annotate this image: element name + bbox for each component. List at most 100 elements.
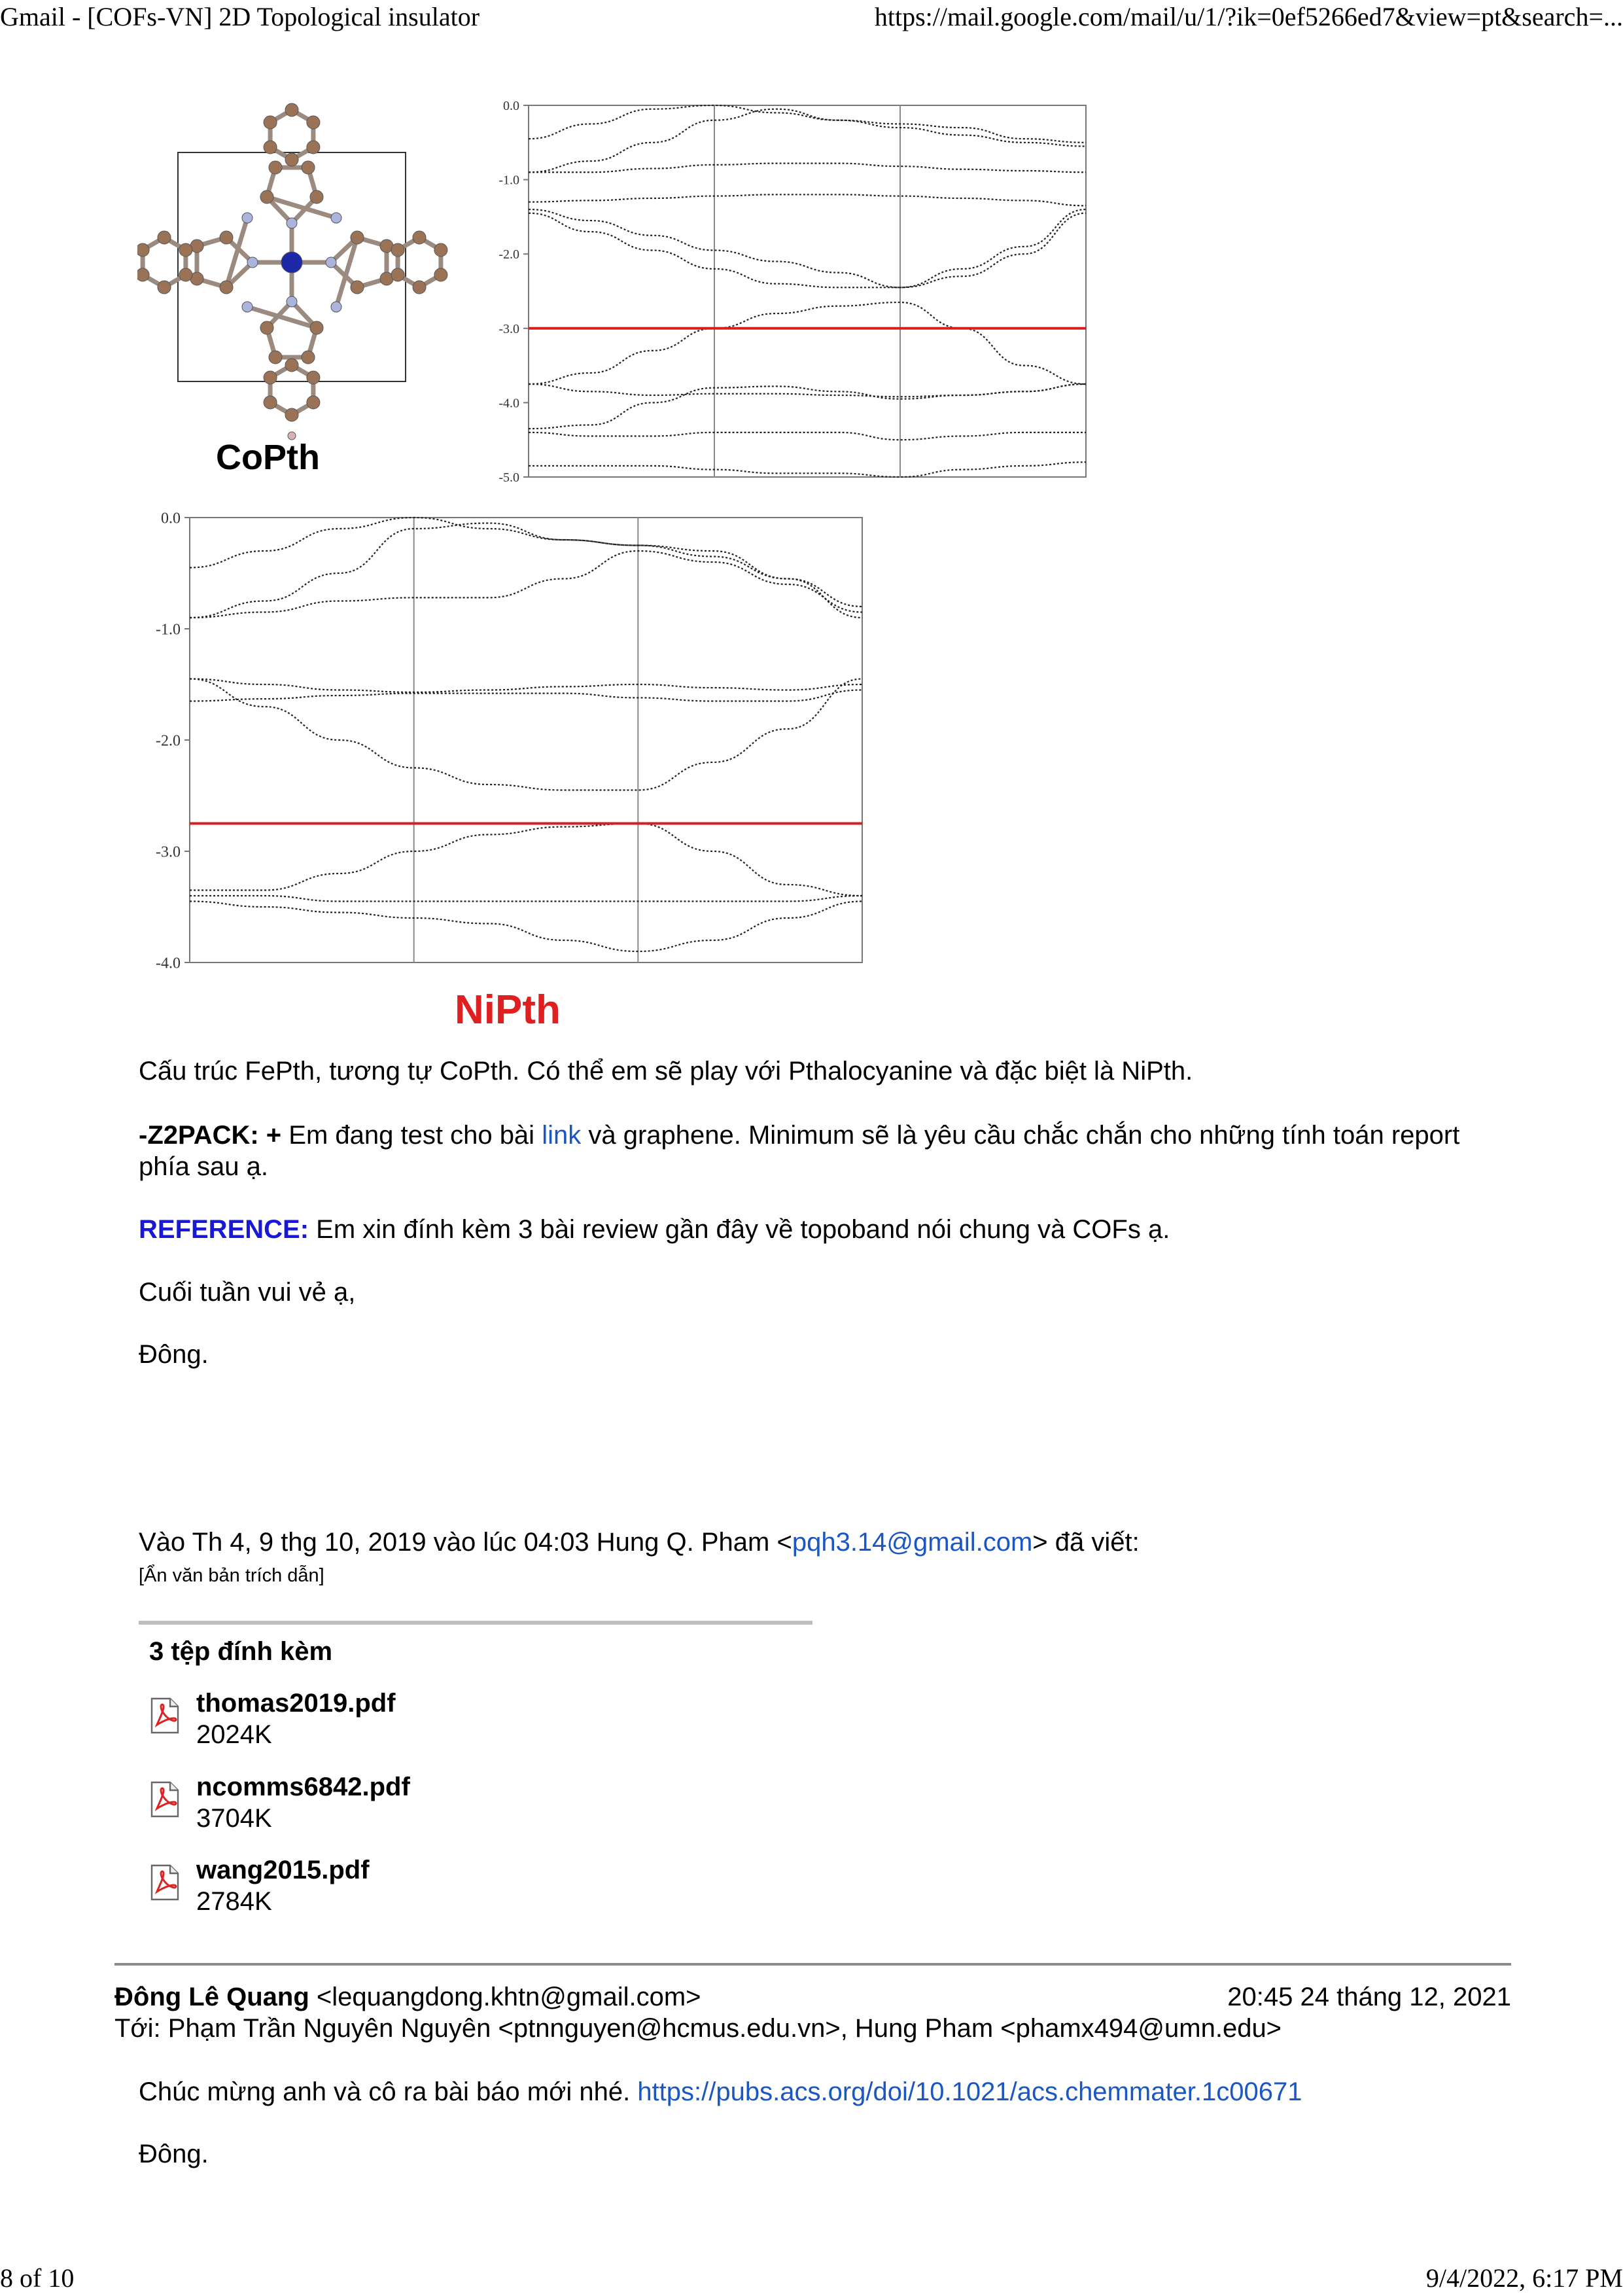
atom (330, 301, 342, 313)
atom (179, 243, 193, 257)
atom (285, 358, 299, 372)
z2pack-link[interactable]: link (542, 1121, 582, 1150)
bond (266, 194, 338, 221)
atom (241, 301, 253, 313)
print-header-title: Gmail - [COFs-VN] 2D Topological insulat… (0, 2, 480, 31)
atom (306, 370, 321, 385)
paragraph-structure: Cấu trúc FePth, tương tự CoPth. Có thể e… (139, 1057, 1193, 1086)
bond (334, 236, 360, 308)
atom (260, 321, 274, 335)
closing-line: Cuối tuần vui vẻ ạ, (139, 1278, 356, 1307)
y-tick-label: -1.0 (498, 173, 519, 188)
y-tick-label: -5.0 (498, 470, 519, 485)
attachment-name[interactable]: wang2015.pdf (196, 1856, 370, 1884)
signature: Đông. (139, 1340, 209, 1369)
plot-frame (528, 105, 1087, 478)
band-line (189, 550, 863, 619)
atom (306, 395, 321, 410)
y-tick-label: -4.0 (156, 955, 181, 972)
atom (219, 280, 234, 294)
pdf-file-icon (150, 1781, 179, 1818)
atom (285, 152, 299, 167)
message-sender: Đông Lê Quang <lequangdong.khtn@gmail.co… (114, 1981, 701, 2013)
paragraph-reference: REFERENCE: Em xin đính kèm 3 bài review … (139, 1214, 1170, 1245)
attachment-name[interactable]: ncomms6842.pdf (196, 1773, 410, 1801)
atom (219, 230, 234, 245)
sender-email: <lequangdong.khtn@gmail.com> (309, 1983, 701, 2011)
atom (309, 321, 324, 335)
atom (263, 370, 277, 385)
quote-intro-a: Vào Th 4, 9 thg 10, 2019 vào lúc 04:03 H… (139, 1528, 792, 1557)
attachment-size: 2784K (196, 1887, 272, 1916)
atom (434, 268, 448, 282)
atom (247, 256, 258, 268)
band-line (529, 162, 1087, 173)
bond (224, 217, 250, 289)
atom (330, 212, 342, 224)
band-line (528, 194, 1087, 207)
pdf-file-icon (150, 1864, 179, 1901)
y-tick-label: -4.0 (498, 396, 519, 410)
bond (246, 304, 318, 330)
y-tick-label: -2.0 (156, 732, 181, 749)
atom (179, 268, 193, 282)
y-tick-label: 0.0 (161, 510, 181, 527)
paragraph-z2pack: -Z2PACK: + Em đang test cho bài link và … (139, 1120, 1512, 1182)
z2pack-text-a: Em đang test cho bài (281, 1121, 542, 1150)
atom (309, 190, 324, 204)
atom (306, 140, 321, 154)
atom (306, 115, 321, 130)
message-body-text: Chúc mừng anh và cô ra bài báo mới nhé. (139, 2077, 638, 2106)
band-line (189, 516, 863, 619)
message-recipients: Tới: Phạm Trần Nguyên Nguyên <ptnnguyen@… (114, 2014, 1282, 2043)
attachment-size: 2024K (196, 1720, 272, 1749)
reference-label: REFERENCE: (139, 1215, 309, 1244)
attachments-heading: 3 tệp đính kèm (149, 1637, 333, 1666)
nipth-band-structure-chart: 0.0 -1.0 -2.0 -3.0 -4.0 (156, 510, 863, 972)
atom (137, 243, 150, 257)
message-signature: Đông. (139, 2140, 209, 2168)
band-line (189, 900, 863, 953)
atom (286, 296, 298, 308)
print-footer-page-number: 8 of 10 (0, 2263, 75, 2293)
quote-intro: Vào Th 4, 9 thg 10, 2019 vào lúc 04:03 H… (139, 1527, 1140, 1558)
attachments-divider (139, 1621, 812, 1625)
band-line (528, 104, 1087, 143)
y-tick-label: -1.0 (156, 621, 181, 638)
band-line (190, 822, 863, 897)
attachment-name[interactable]: thomas2019.pdf (196, 1689, 396, 1718)
atom (287, 431, 296, 440)
atom (301, 160, 315, 175)
show-quoted-text-link[interactable]: [Ẩn văn bản trích dẫn] (139, 1565, 324, 1586)
attachment-size: 3704K (196, 1804, 272, 1833)
atom (286, 217, 298, 229)
band-line (528, 461, 1087, 478)
nipth-label: NiPth (455, 987, 561, 1033)
atom (260, 190, 274, 204)
reference-text: Em xin đính kèm 3 bài review gần đây về … (309, 1215, 1170, 1244)
band-line (528, 108, 1087, 173)
sender-name: Đông Lê Quang (114, 1983, 309, 2011)
y-tick-label: 0.0 (503, 99, 519, 113)
unit-cell (177, 152, 406, 382)
copth-band-structure-chart: 0.0 -1.0 -2.0 -3.0 -4.0 -5.0 (498, 99, 1087, 485)
band-line (189, 678, 863, 791)
quote-intro-b: > đã viết: (1032, 1528, 1140, 1557)
atom (391, 268, 405, 282)
band-line (189, 678, 863, 694)
atom (137, 268, 150, 282)
band-line (528, 212, 1087, 289)
y-tick-label: -3.0 (156, 843, 181, 860)
band-line (190, 894, 863, 902)
message-body: Chúc mừng anh và cô ra bài báo mới nhé. … (139, 2076, 1302, 2108)
atom (391, 243, 405, 257)
atom (241, 212, 253, 224)
atom (263, 140, 277, 154)
quote-email-link[interactable]: pqh3.14@gmail.com (792, 1528, 1033, 1557)
atom (350, 230, 364, 245)
band-line (528, 208, 1087, 289)
atom (263, 395, 277, 410)
band-line (528, 301, 1087, 385)
atom (350, 280, 364, 294)
paper-link[interactable]: https://pubs.acs.org/doi/10.1021/acs.che… (637, 2077, 1302, 2106)
